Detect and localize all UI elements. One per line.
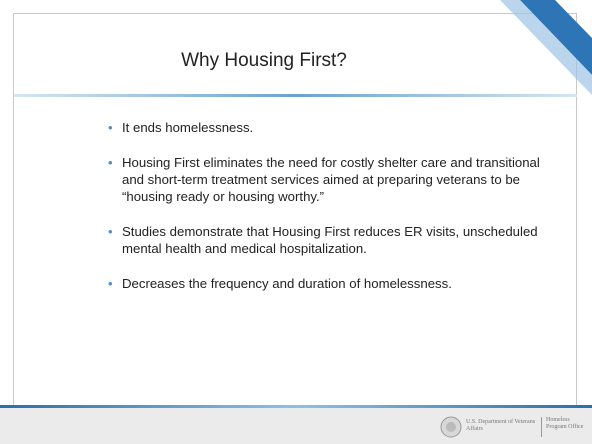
ribbon-light (500, 0, 592, 95)
footer-separator (541, 417, 542, 437)
department-name: U.S. Department of Veterans Affairs (466, 419, 536, 432)
bullet-item: Housing First eliminates the need for co… (106, 154, 556, 205)
slide-title: Why Housing First? (181, 50, 347, 71)
slide-frame (13, 13, 577, 405)
footer (0, 405, 592, 444)
va-seal (440, 416, 462, 438)
bullet-item: Studies demonstrate that Housing First r… (106, 223, 556, 257)
office-name: Homeless Program Office (546, 417, 584, 430)
bullet-list: It ends homelessness. Housing First elimi… (106, 119, 556, 310)
bullet-item: Decreases the frequency and duration of … (106, 275, 556, 292)
header-rule (14, 94, 577, 97)
corner-ribbon (500, 0, 592, 95)
bullet-item: It ends homelessness. (106, 119, 556, 136)
footer-rule (0, 405, 592, 408)
